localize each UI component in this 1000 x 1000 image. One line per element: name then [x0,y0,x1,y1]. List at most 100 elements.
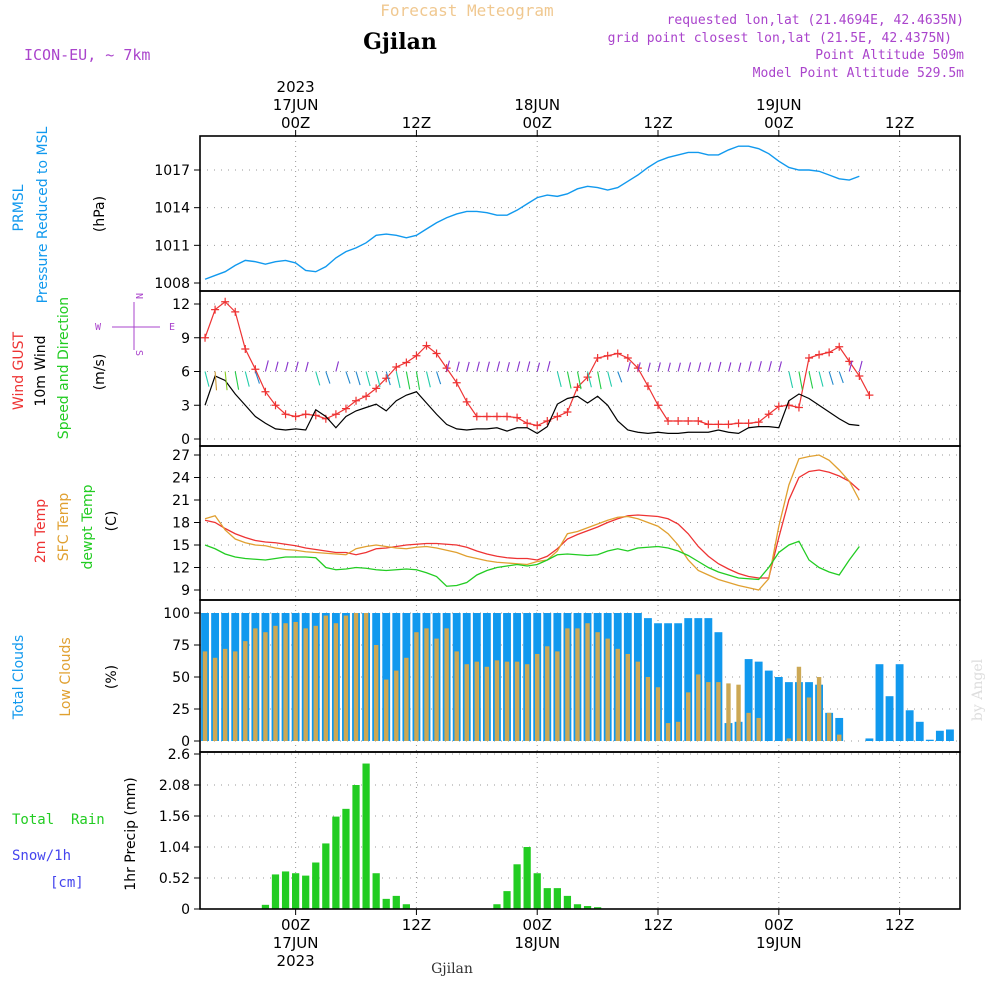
rain-bar [261,904,270,909]
temp-2m-line [204,469,860,579]
y-tick-label: 9 [181,583,190,599]
panel-frame [199,445,961,601]
gust-point [654,401,663,410]
wind-arrow [274,361,279,372]
wind-arrow [738,362,742,372]
y-tick-label: 27 [172,448,190,464]
y-tick-label: 1008 [154,276,190,292]
y-tick-label: 25 [172,702,190,718]
gust-point [271,401,280,410]
low-cloud-bar [343,615,349,741]
low-cloud-bar [303,628,308,741]
wind-arrow [607,371,613,387]
gust-point [714,420,723,429]
rain-bar [382,898,390,909]
gust-point [835,342,844,351]
y-tick-label: 6 [181,365,190,381]
precip-snow-label: Snow/1h [12,848,71,864]
wind-arrow [818,371,824,387]
wind-arrow [788,371,794,388]
wind-arrow [697,362,702,372]
y-tick-label: 0 [181,734,190,750]
time-label-top: 18JUN [514,96,560,114]
low-cloud-bar [323,615,329,741]
low-cloud-bar [233,651,238,741]
header-location: Gjilan [363,29,437,55]
y-tick-label: 12 [172,297,190,313]
gust-point [392,363,401,371]
rain-bar [302,875,310,909]
gust-point [603,351,612,360]
gust-point [815,350,824,359]
gust-point [825,348,834,357]
wind-arrow [0,0,940,372]
low-cloud-bar [645,677,651,741]
header-requested: requested lon,lat (21.4694E, 42.4635N) [667,13,964,28]
low-cloud-bar [384,679,389,741]
time-label-bottom: 00Z [281,916,310,934]
gust-point [724,420,733,429]
gust-point [281,410,290,419]
rain-bar [392,895,400,909]
rain-bar [543,888,551,909]
y-tick-label: 75 [172,638,190,654]
low-cloud-bar [373,645,379,741]
low-cloud-bar [504,661,510,741]
low-cloud-bar [394,670,399,741]
wind-arrow [335,361,340,372]
low-cloud-bar [605,638,610,741]
wind-arrow [828,371,834,385]
low-cloud-bar [514,661,520,741]
clouds-low-label: Low Clouds [58,637,74,716]
total-cloud-bar [654,623,662,741]
total-cloud-bar [895,664,904,741]
gust-point [684,417,693,425]
low-cloud-bar [494,660,500,741]
total-cloud-bar [915,721,924,741]
compass-icon: N S W E [95,293,175,356]
wind-arrow [325,371,331,384]
rain-bar [513,864,521,909]
wind-arrow [0,0,900,372]
compass-north: N [133,293,144,299]
low-cloud-bar [595,632,600,741]
y-tick-label: 15 [172,538,190,554]
wind-arrow [667,362,671,372]
rain-bar [322,843,330,909]
gust-point [563,408,572,416]
gust-point [382,374,391,383]
time-label-bottom: 18JUN [514,934,560,952]
panel-frame [199,751,961,910]
low-cloud-bar [222,648,228,741]
wind-arrow [566,371,572,389]
wind-arrow [778,361,782,372]
time-label-top: 00Z [523,114,552,132]
low-cloud-bar [837,734,842,741]
y-tick-label: 18 [172,516,190,532]
wind-arrow [617,371,623,383]
wind-arrow [204,371,210,387]
low-cloud-bar [414,632,419,741]
time-label-bottom: 12Z [402,916,431,934]
total-cloud-bar [664,623,673,741]
rain-bar [503,891,511,909]
gust-point [613,349,622,358]
wind-arrow [576,371,582,390]
wind-arrow [758,361,762,372]
wind-arrow [405,371,411,390]
wind-arrow [486,361,490,372]
panel-frame [199,135,961,292]
wind-arrow [556,371,562,388]
time-label-top: 12Z [643,114,672,132]
gust-point [291,412,300,421]
low-cloud-bar [424,628,429,741]
total-cloud-bar [774,677,783,741]
gust-point [472,412,481,421]
temp-sfc-label: SFC Temp [56,493,72,562]
low-cloud-bar [675,721,681,741]
wind-arrow [466,361,470,372]
temp-dewpt-label: dewpt Temp [80,484,96,569]
pressure-label: PRMSL [11,184,27,231]
header-gridpoint: grid point closest lon,lat (21.5E, 42.43… [608,31,952,46]
compass-east: E [169,322,175,333]
